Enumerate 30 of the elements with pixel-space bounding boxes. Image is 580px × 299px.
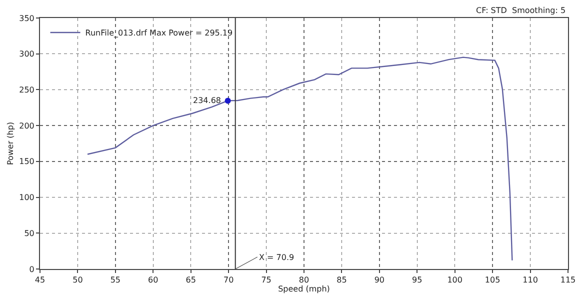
y-axis-title: Power (hp) xyxy=(6,122,15,166)
x-tick-label: 110 xyxy=(522,276,538,285)
x-tick-label: 95 xyxy=(412,276,422,285)
x-tick-label: 45 xyxy=(34,276,46,285)
x-tick-label: 70 xyxy=(223,276,234,285)
y-tick-label: 350 xyxy=(19,14,34,23)
ref-line-label: X = 70.9 xyxy=(259,253,294,262)
y-tick-label: 200 xyxy=(19,121,34,130)
x-tick-label: 90 xyxy=(374,276,385,285)
legend-label: RunFile_013.drf Max Power = 295.19 xyxy=(85,28,233,38)
y-tick-label: 250 xyxy=(19,86,34,95)
x-tick-label: 105 xyxy=(484,276,500,285)
x-axis-title: Speed (mph) xyxy=(278,284,330,294)
y-tick-label: 100 xyxy=(19,193,34,202)
y-tick-label: 300 xyxy=(19,50,34,59)
x-tick-label: 85 xyxy=(336,276,347,285)
y-tick-label: 150 xyxy=(19,157,34,166)
annotation: 234.68 xyxy=(193,96,221,105)
x-tick-label: 60 xyxy=(148,276,158,285)
y-tick-label: 50 xyxy=(24,228,34,238)
text: CF: STD Smoothing: 5 xyxy=(476,6,566,15)
x-tick-label: 115 xyxy=(560,276,576,285)
x-tick-label: 65 xyxy=(186,276,196,285)
line-series xyxy=(86,56,513,261)
y-tick-label: 0 xyxy=(29,264,34,274)
x-tick-label: 75 xyxy=(261,276,272,285)
x-tick-label: 80 xyxy=(298,276,310,285)
x-tick-label: 55 xyxy=(110,276,121,285)
x-tick-label: 50 xyxy=(72,276,83,285)
x-tick-label: 100 xyxy=(447,276,462,285)
